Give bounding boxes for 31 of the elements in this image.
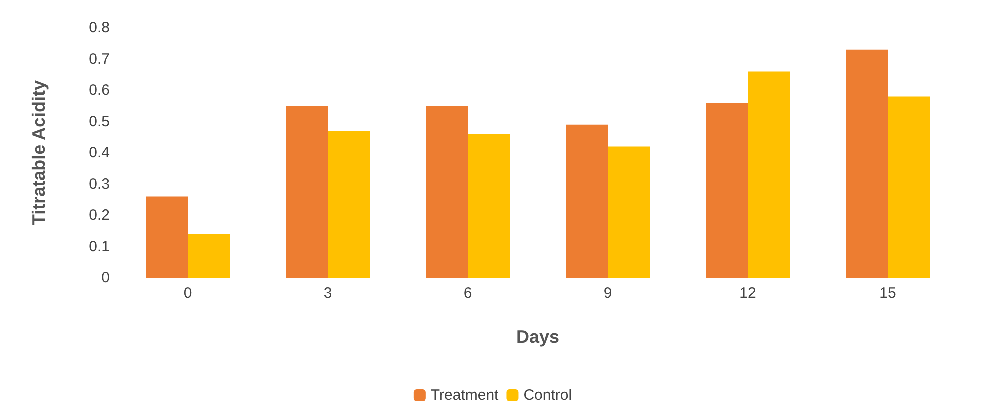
y-tick-label: 0.7 <box>89 50 110 68</box>
bar <box>188 234 230 278</box>
x-tick-label: 15 <box>880 285 896 302</box>
bar <box>888 96 930 278</box>
bar <box>468 134 510 278</box>
y-tick-label: 0.2 <box>89 207 110 224</box>
y-tick-label: 0.4 <box>89 144 110 162</box>
y-tick-label: 0.8 <box>89 20 110 36</box>
bar <box>566 124 608 278</box>
bar <box>328 131 370 278</box>
y-tick-label: 0 <box>102 270 110 286</box>
bar <box>748 72 790 278</box>
bar <box>706 103 748 278</box>
bar <box>286 106 328 278</box>
x-tick-label: 0 <box>184 285 192 302</box>
x-axis-title: Days <box>516 327 560 347</box>
y-axis-title: Titratable Acidity <box>29 80 49 226</box>
bar <box>846 50 888 278</box>
legend-label: Treatment <box>430 387 500 404</box>
y-tick-label: 0.6 <box>89 82 110 99</box>
bar <box>146 196 188 278</box>
y-tick-label: 0.1 <box>89 238 110 256</box>
x-tick-label: 9 <box>604 285 612 302</box>
x-tick-label: 6 <box>464 285 472 302</box>
y-tick-label: 0.5 <box>89 113 110 130</box>
bar <box>608 146 650 278</box>
x-tick-label: 3 <box>324 285 332 302</box>
x-tick-label: 12 <box>740 285 756 302</box>
y-tick-label: 0.3 <box>89 176 110 193</box>
bar <box>426 106 468 278</box>
legend-label: Control <box>524 387 572 404</box>
